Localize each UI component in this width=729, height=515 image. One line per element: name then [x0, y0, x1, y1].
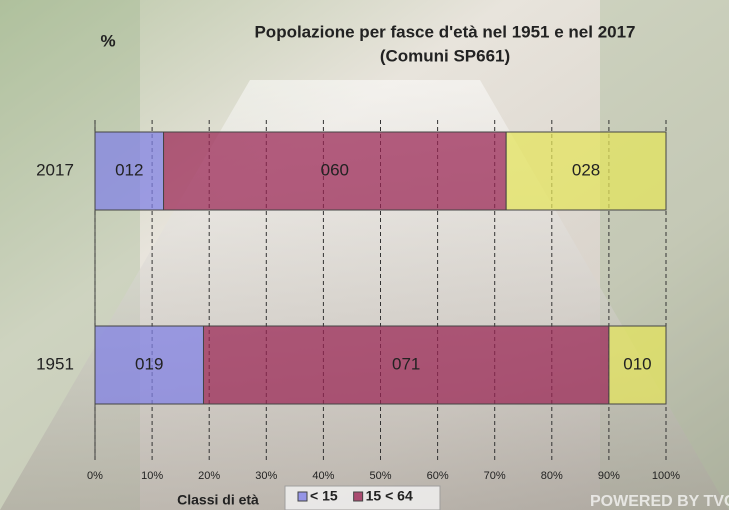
- x-tick-label: 10%: [141, 470, 163, 482]
- x-tick-label: 90%: [598, 470, 620, 482]
- value-label: 028: [572, 160, 600, 179]
- axis-unit: %: [100, 31, 115, 50]
- value-label: 060: [321, 160, 349, 179]
- x-tick-label: 0%: [87, 470, 103, 482]
- value-label: 010: [623, 354, 651, 373]
- x-tick-label: 20%: [198, 470, 220, 482]
- chart-subtitle: (Comuni SP661): [380, 46, 510, 65]
- x-tick-label: 50%: [369, 470, 391, 482]
- legend-label: < 15: [310, 488, 338, 504]
- value-label: 019: [135, 354, 163, 373]
- y-tick-label: 1951: [36, 354, 74, 373]
- value-label: 012: [115, 160, 143, 179]
- x-tick-label: 80%: [541, 470, 563, 482]
- x-tick-label: 60%: [427, 470, 449, 482]
- legend-swatch: [298, 492, 307, 501]
- chart-title: Popolazione per fasce d'età nel 1951 e n…: [254, 22, 635, 41]
- x-tick-label: 40%: [312, 470, 334, 482]
- y-tick-label: 2017: [36, 160, 74, 179]
- legend-swatch: [354, 492, 363, 501]
- value-label: 071: [392, 354, 420, 373]
- x-tick-label: 70%: [484, 470, 506, 482]
- x-tick-label: 100%: [652, 470, 680, 482]
- page: {"chart_data": {"type": "stacked-horizon…: [0, 0, 729, 515]
- watermark: POWERED BY TVG.it: [590, 493, 729, 510]
- legend-label: 15 < 64: [366, 488, 413, 504]
- chart: Popolazione per fasce d'età nel 1951 e n…: [0, 0, 729, 510]
- x-tick-label: 30%: [255, 470, 277, 482]
- x-axis-label: Classi di età: [177, 492, 259, 508]
